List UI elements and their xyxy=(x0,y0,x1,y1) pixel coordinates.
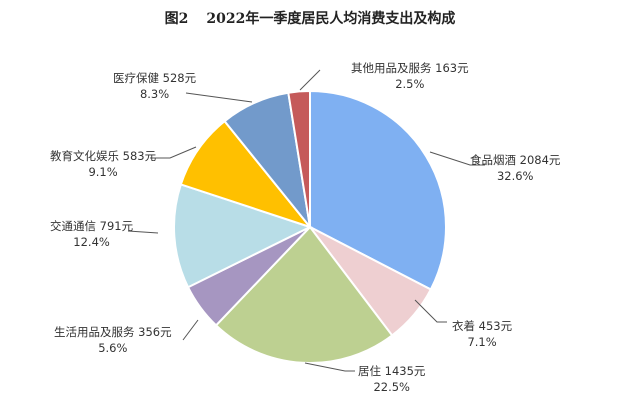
leader-line-clothing xyxy=(414,299,447,323)
label-other-percent: 2.5% xyxy=(395,77,425,91)
label-transport-percent: 12.4% xyxy=(73,235,110,249)
label-transport: 交通通信 791元 12.4% xyxy=(50,218,133,250)
pie-slices xyxy=(173,89,447,364)
pie-slice-food xyxy=(309,89,447,291)
label-food-percent: 32.6% xyxy=(496,169,534,183)
leader-line-healthcare xyxy=(185,92,253,103)
label-household-value: 生活用品及服务 356元 xyxy=(54,325,172,339)
label-housing: 居住 1435元 22.5% xyxy=(358,363,425,395)
label-clothing: 衣着 453元 7.1% xyxy=(452,318,512,350)
pie-slice-other xyxy=(287,89,311,228)
label-other-value: 其他用品及服务 163元 xyxy=(351,61,469,75)
label-clothing-value: 衣着 453元 xyxy=(452,319,513,333)
label-education: 教育文化娱乐 583元 9.1% xyxy=(50,148,156,180)
chart-title: 图2 2022年一季度居民人均消费支出及构成 xyxy=(0,8,620,28)
label-clothing-percent: 7.1% xyxy=(467,335,497,349)
label-household-percent: 5.6% xyxy=(98,341,128,355)
leader-line-other xyxy=(299,69,321,91)
label-healthcare: 医疗保健 528元 8.3% xyxy=(113,70,196,102)
figure-number: 图2 xyxy=(164,11,189,27)
leader-line-education xyxy=(150,146,197,159)
label-education-percent: 9.1% xyxy=(88,165,118,179)
pie-slice-education xyxy=(179,119,313,230)
leader-line-household xyxy=(182,319,199,341)
leader-lines xyxy=(127,69,485,372)
label-household: 生活用品及服务 356元 5.6% xyxy=(54,324,172,356)
label-food: 食品烟酒 2084元 32.6% xyxy=(470,152,560,184)
pie-slice-transport xyxy=(173,183,313,289)
label-healthcare-percent: 8.3% xyxy=(139,87,170,101)
label-education-value: 教育文化娱乐 583元 xyxy=(50,149,157,163)
title-text: 2022年一季度居民人均消费支出及构成 xyxy=(206,11,456,27)
leader-line-food xyxy=(429,151,485,166)
label-housing-value: 居住 1435元 xyxy=(358,364,426,378)
leader-line-housing xyxy=(304,362,355,372)
leader-line-transport xyxy=(127,230,159,234)
label-food-value: 食品烟酒 2084元 xyxy=(470,153,561,167)
pie-slice-housing xyxy=(214,225,394,364)
label-other: 其他用品及服务 163元 2.5% xyxy=(351,60,469,92)
label-transport-value: 交通通信 791元 xyxy=(50,219,134,233)
label-housing-percent: 22.5% xyxy=(373,380,410,394)
label-healthcare-value: 医疗保健 528元 xyxy=(113,71,197,85)
